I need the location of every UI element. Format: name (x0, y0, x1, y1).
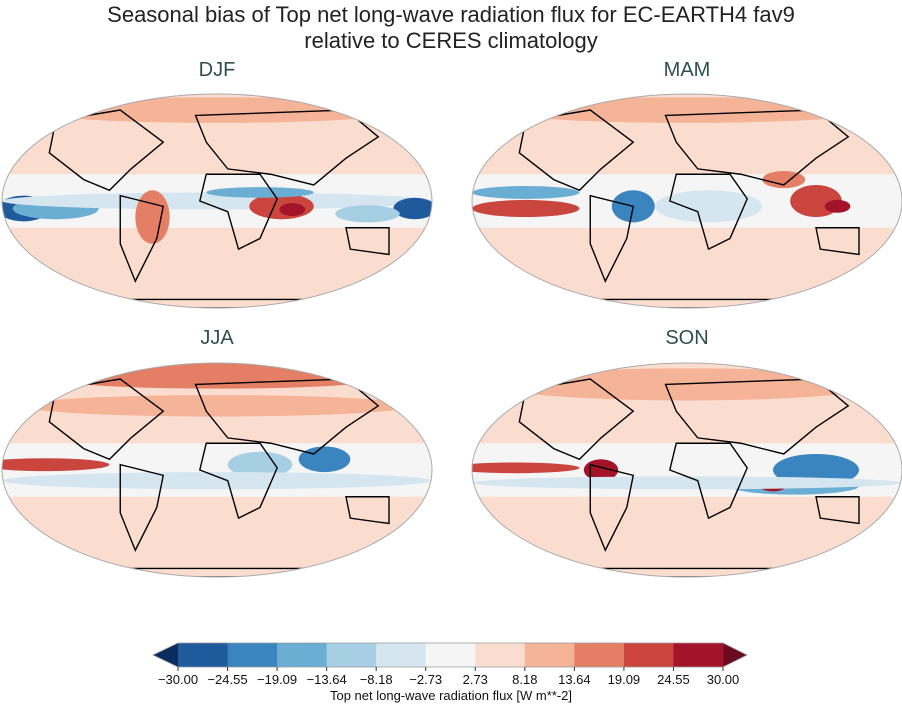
map-border (471, 362, 902, 578)
panel-title-jja: JJA (200, 327, 234, 349)
coastline (668, 173, 748, 251)
bias-region (279, 203, 306, 216)
bias-region (206, 187, 314, 198)
colorbar-bin (376, 643, 427, 667)
map-panel-son (471, 362, 902, 578)
coastline (589, 194, 635, 283)
coastline (345, 227, 390, 256)
coastline (119, 194, 165, 283)
map-border (1, 93, 433, 309)
colorbar-bin (524, 643, 575, 667)
colorbar-tick-label: 24.55 (657, 672, 690, 687)
panel-title-son: SON (665, 327, 709, 349)
colorbar-bin (574, 643, 625, 667)
map-panel-jja (1, 362, 433, 578)
colorbar-bin (475, 643, 526, 667)
colorbar-bin (673, 643, 724, 667)
colorbar-tick-label: −8.18 (359, 672, 393, 687)
bias-region (493, 97, 881, 123)
colorbar-bin (227, 643, 278, 667)
colorbar-tick-label: 19.09 (607, 672, 641, 687)
colorbar-tick-label: 30.00 (706, 672, 740, 687)
colorbar-bin (425, 643, 476, 667)
panel-title-mam: MAM (663, 59, 711, 81)
bias-region (393, 197, 432, 220)
coastline (815, 496, 860, 525)
colorbar-tick-label: 8.18 (512, 672, 538, 687)
bias-region (23, 97, 411, 123)
colorbar-tick-label: −13.64 (306, 672, 347, 687)
map-panel-djf (1, 93, 433, 309)
bias-region (2, 458, 110, 472)
bias-region (335, 205, 400, 223)
colorbar-tick-label: 13.64 (558, 672, 591, 687)
bias-region (135, 190, 170, 244)
bias-region (472, 186, 580, 199)
colorbar-tick-label: −19.09 (257, 672, 298, 687)
coastline (518, 109, 635, 192)
coastline (589, 463, 635, 552)
figure-title-line1: Seasonal bias of Top net long-wave radia… (107, 2, 795, 27)
coastline (198, 173, 278, 251)
colorbar (152, 642, 748, 671)
map-panel-mam (471, 93, 902, 309)
coastline (345, 496, 390, 525)
colorbar-bin (623, 643, 674, 667)
coastline (668, 442, 748, 520)
map-border (1, 362, 433, 578)
colorbar-tick-label: 2.73 (462, 672, 488, 687)
colorbar-extend-high (723, 643, 747, 667)
bias-region (2, 192, 432, 210)
coastline (518, 378, 635, 461)
map-border (471, 93, 902, 309)
bias-region (23, 395, 411, 417)
coastline (48, 378, 165, 461)
figure-title-line2: relative to CERES climatology (304, 28, 598, 53)
colorbar-tick-label: −24.55 (207, 672, 248, 687)
colorbar-bin (277, 643, 328, 667)
colorbar-tick-label: −30.00 (157, 672, 199, 687)
bias-region (472, 462, 580, 474)
bias-region (654, 190, 763, 223)
coastline (815, 227, 860, 256)
bias-region (2, 472, 432, 490)
colorbar-extend-low (153, 643, 178, 667)
bias-region (298, 446, 351, 473)
colorbar-label: Top net long-wave radiation flux [W m**-… (329, 688, 573, 703)
bias-region (493, 368, 881, 401)
bias-region (472, 476, 902, 490)
coastline (48, 109, 165, 192)
bias-region (824, 199, 851, 213)
bias-region (472, 199, 580, 218)
colorbar-bin (326, 643, 377, 667)
coastline (119, 463, 165, 552)
colorbar-tick-label: −2.73 (409, 672, 443, 687)
coastline (198, 442, 278, 520)
panel-title-djf: DJF (198, 59, 236, 81)
colorbar-bin (178, 643, 229, 667)
